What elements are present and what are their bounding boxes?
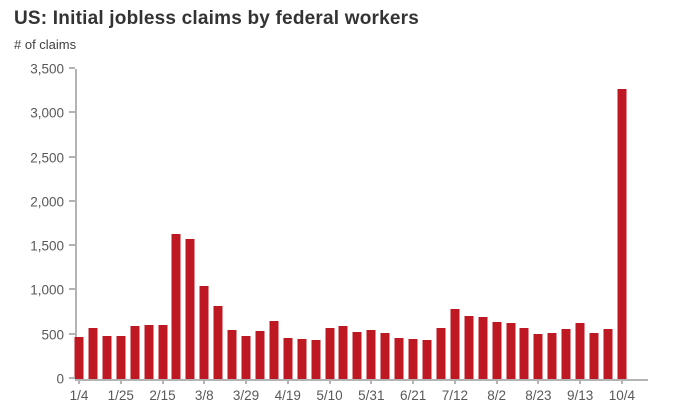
- bar: [269, 321, 279, 379]
- bar: [213, 306, 223, 379]
- bar: [394, 337, 404, 379]
- x-axis-tick: [495, 379, 498, 384]
- x-axis-tick-label: 3/8: [194, 388, 214, 403]
- bar: [519, 327, 529, 379]
- x-axis-tick: [537, 379, 540, 384]
- bar: [297, 338, 307, 379]
- x-axis-tick-label: 1/4: [69, 388, 89, 403]
- x-axis-tick-label: 3/29: [232, 388, 260, 403]
- bar: [464, 315, 474, 379]
- bar: [380, 332, 390, 379]
- bar: [533, 334, 543, 379]
- y-axis-tick-label: 500: [41, 327, 64, 343]
- bar: [185, 239, 195, 379]
- y-axis-unit-label: # of claims: [14, 37, 77, 52]
- x-axis-tick: [328, 379, 331, 384]
- bar: [144, 324, 154, 379]
- bar: [158, 324, 168, 379]
- x-axis-tick: [203, 379, 206, 384]
- bar: [199, 285, 209, 379]
- bar: [422, 340, 432, 379]
- y-axis-tick-labels: 0 500 1,000 1,500 2,000 2,500 3,000 3,500: [0, 62, 64, 387]
- x-axis-tick-label: 7/12: [441, 388, 468, 403]
- bar: [88, 327, 98, 379]
- x-axis-tick-label: 2/15: [149, 388, 176, 403]
- y-axis-tick: [69, 111, 75, 114]
- bar: [366, 330, 376, 379]
- x-axis-tick-label: 6/21: [399, 388, 427, 403]
- x-axis-tick-label: 5/31: [358, 388, 385, 403]
- bar: [241, 336, 251, 379]
- bar: [338, 325, 348, 379]
- bar: [311, 340, 321, 379]
- bar: [352, 332, 362, 379]
- bar: [589, 332, 599, 379]
- y-axis-tick: [69, 67, 75, 69]
- y-axis-tick-label: 2,000: [30, 194, 64, 210]
- x-axis-tick-label: 1/25: [107, 388, 134, 403]
- bar: [325, 327, 335, 379]
- bar: [506, 322, 516, 379]
- bar: [561, 329, 571, 379]
- x-axis-tick-label: 10/4: [608, 388, 636, 403]
- x-axis-tick-label: 5/10: [316, 388, 343, 403]
- x-axis-tick: [579, 379, 582, 384]
- x-axis-tick-label: 9/13: [566, 388, 594, 403]
- y-axis-tick: [69, 332, 75, 335]
- bar: [283, 338, 293, 379]
- bar: [255, 330, 265, 379]
- bar: [547, 332, 557, 379]
- bar: [603, 328, 613, 379]
- bar: [492, 321, 502, 379]
- bar: [130, 326, 140, 379]
- y-axis-tick: [69, 244, 75, 247]
- x-axis-tick-label: 8/23: [525, 388, 552, 403]
- y-axis-tick: [69, 155, 75, 158]
- bar: [102, 336, 112, 379]
- y-axis-tick: [69, 377, 75, 379]
- x-axis-tick: [161, 379, 164, 384]
- bar: [116, 335, 126, 379]
- x-axis-tick: [370, 379, 373, 384]
- x-axis-tick: [245, 379, 248, 384]
- y-axis-tick: [69, 288, 75, 291]
- bar: [478, 317, 488, 379]
- x-axis-tick: [78, 379, 80, 384]
- y-axis-tick-label: 0: [56, 371, 64, 387]
- bar: [617, 88, 627, 379]
- chart-title: US: Initial jobless claims by federal wo…: [14, 8, 419, 29]
- y-axis-tick-label: 1,000: [30, 282, 64, 298]
- bar: [227, 329, 237, 379]
- plot-area: 1/4 1/25 2/15 3/8 3/29 4/19 5/10 5/31 6/21 7/12 8/…: [69, 67, 648, 403]
- x-axis-tick: [119, 379, 122, 384]
- bar: [436, 327, 446, 379]
- bar: [171, 233, 181, 379]
- y-axis-tick-label: 3,000: [30, 105, 64, 121]
- x-axis-tick: [412, 379, 415, 384]
- y-axis-tick-label: 3,500: [30, 61, 64, 77]
- bar: [575, 322, 585, 379]
- y-axis-tick-label: 2,500: [30, 150, 64, 166]
- y-axis-tick-label: 1,500: [30, 238, 64, 254]
- x-axis-tick: [286, 379, 289, 384]
- x-axis-tick: [453, 379, 456, 384]
- x-axis-tick-label: 8/2: [487, 388, 506, 403]
- bar: [450, 309, 460, 379]
- x-axis-tick: [620, 379, 623, 384]
- y-axis-tick: [69, 199, 75, 202]
- bar: [74, 337, 84, 379]
- x-axis-tick-label: 4/19: [274, 388, 301, 403]
- bar: [408, 338, 418, 379]
